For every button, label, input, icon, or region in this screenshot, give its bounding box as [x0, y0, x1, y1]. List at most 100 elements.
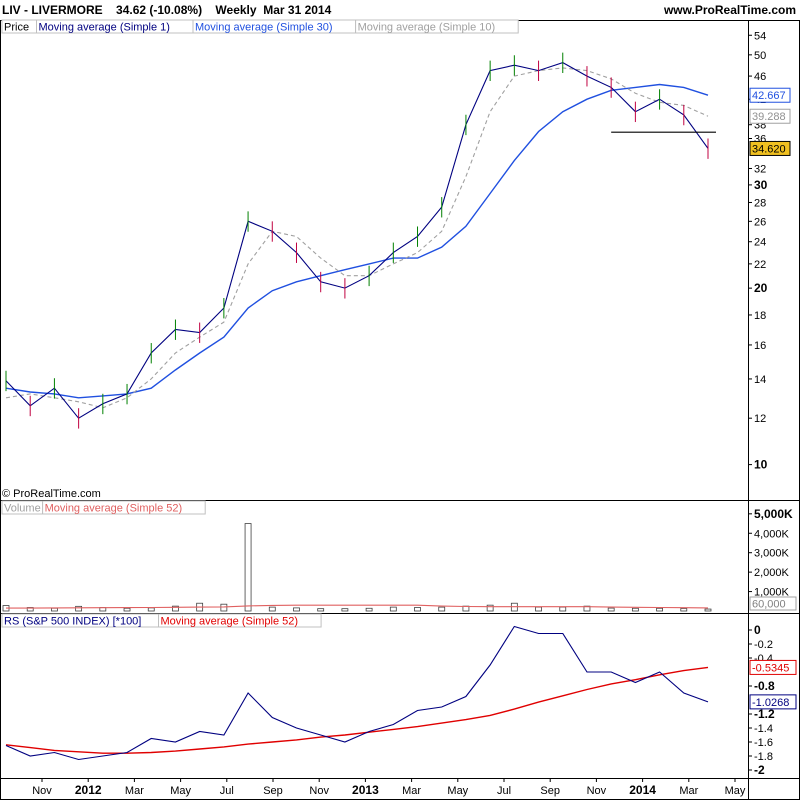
x-tick-label: 2014: [629, 783, 656, 797]
rs-tick-label: 0: [754, 623, 761, 637]
price-series-line: [5, 67, 709, 409]
rs-tag-box: [749, 694, 797, 710]
rs-tick-label: -0.8: [754, 679, 775, 693]
price-legend-2: Moving average (Simple 30): [195, 22, 333, 34]
volume-bar: [559, 606, 567, 612]
volume-bar: [123, 607, 131, 612]
price-legend-1: Moving average (Simple 1): [39, 22, 170, 34]
price-tick-label: 46: [754, 71, 766, 83]
price-tick-label: 20: [754, 281, 768, 295]
rs-tick-label: -2: [754, 763, 765, 777]
volume-bar: [486, 604, 494, 612]
volume-bar: [607, 607, 615, 612]
x-tick-label: Jul: [497, 785, 511, 797]
volume-tag-box: [749, 596, 797, 611]
price-tick-label: 16: [754, 340, 766, 352]
volume-bar: [365, 607, 373, 612]
volume-bar: [389, 606, 397, 612]
x-tick-label: May: [725, 785, 746, 797]
symbol-title: LIV - LIVERMORE: [2, 3, 103, 17]
volume-bar: [680, 608, 688, 612]
x-tick-label: Sep: [540, 785, 560, 797]
price-tag-label: 34.620: [752, 143, 786, 155]
rs-tick-label: -0.2: [754, 639, 773, 651]
volume-legend-1: Moving average (Simple 52): [45, 503, 183, 515]
volume-tick-label: 2,000K: [754, 567, 790, 579]
volume-legend-0: Volume: [4, 503, 41, 515]
volume-bar: [656, 607, 663, 612]
x-tick-label: Jul: [220, 785, 234, 797]
last-price: 34.62 (-10.08%): [116, 3, 203, 17]
volume-bar: [704, 608, 712, 612]
volume-sma-line: [6, 604, 709, 609]
price-legend-3: Moving average (Simple 10): [358, 22, 496, 34]
x-tick-label: Sep: [263, 785, 283, 797]
price-tick-label: 26: [754, 216, 766, 228]
rs-tag-label: -0.5345: [752, 662, 789, 674]
volume-bar: [414, 607, 421, 612]
price-tick-label: 22: [754, 259, 766, 271]
x-tick-label: Nov: [587, 785, 607, 797]
volume-bar: [26, 607, 34, 612]
price-tag-label: 42.667: [752, 90, 786, 102]
volume-bar: [75, 605, 83, 612]
rs-legend-box: [158, 613, 322, 628]
volume-bar: [268, 606, 276, 612]
price-tag-box: [749, 140, 791, 156]
rs-legend-1: Moving average (Simple 52): [161, 616, 299, 628]
price-tick-label: 24: [754, 237, 766, 249]
price-tick-label: 12: [754, 413, 766, 425]
rs-legend-0: RS (S&P 500 INDEX) [*100]: [4, 616, 141, 628]
x-tick-label: May: [170, 785, 191, 797]
chart-header: LIV - LIVERMORE 34.62 (-10.08%) Weekly M…: [0, 0, 331, 20]
rs-tag-label: -1.0268: [752, 697, 789, 709]
price-series-line: [5, 62, 709, 419]
rs-tick-label: -1.8: [754, 751, 773, 763]
volume-bar: [51, 607, 58, 612]
price-tick-label: 28: [754, 197, 766, 209]
volume-bar: [293, 607, 300, 612]
price-tick-label: 32: [754, 163, 766, 175]
x-tick-label: May: [447, 785, 468, 797]
volume-tick-label: 1,000K: [754, 587, 790, 599]
volume-tag-label: 60,000: [752, 599, 786, 611]
price-tick-label: 10: [754, 458, 768, 472]
volume-bar: [172, 605, 179, 612]
rs-tick-label: -1.2: [754, 707, 775, 721]
volume-bar: [244, 523, 252, 612]
x-tick-label: 2013: [352, 783, 379, 797]
volume-bar: [341, 608, 349, 612]
period-date: Weekly Mar 31 2014: [215, 3, 332, 17]
volume-legend-box: [42, 500, 206, 515]
site-url[interactable]: www.ProRealTime.com: [663, 3, 796, 17]
price-legend-box: [355, 19, 519, 34]
volume-bar: [631, 607, 639, 612]
x-tick-label: Nov: [32, 785, 52, 797]
price-tick-label: 54: [754, 30, 766, 42]
volume-tick-label: 5,000K: [754, 507, 793, 521]
price-legend-0: Price: [4, 22, 29, 34]
volume-bar: [438, 606, 446, 612]
rs-line: [5, 625, 709, 761]
chart-frame: [0, 20, 800, 800]
rs-sma-line: [5, 666, 709, 754]
x-tick-label: Nov: [309, 785, 329, 797]
volume-bar: [535, 606, 542, 612]
volume-bar: [583, 605, 591, 612]
volume-bar: [220, 603, 228, 612]
x-tick-label: Mar: [125, 785, 144, 797]
rs-tick-label: -1.6: [754, 737, 773, 749]
price-tick-label: 18: [754, 310, 766, 322]
rs-tick-label: -1.4: [754, 723, 773, 735]
volume-bar: [317, 608, 325, 612]
price-tag-label: 39.288: [752, 111, 786, 123]
price-tick-label: 30: [754, 178, 768, 192]
price-tag-box: [749, 87, 791, 103]
x-tick-label: 2012: [75, 783, 102, 797]
price-tag-box: [749, 108, 791, 124]
price-series-line: [5, 83, 709, 399]
volume-tick-label: 3,000K: [754, 548, 790, 560]
x-tick-label: Mar: [679, 785, 698, 797]
volume-tick-label: 4,000K: [754, 528, 790, 540]
